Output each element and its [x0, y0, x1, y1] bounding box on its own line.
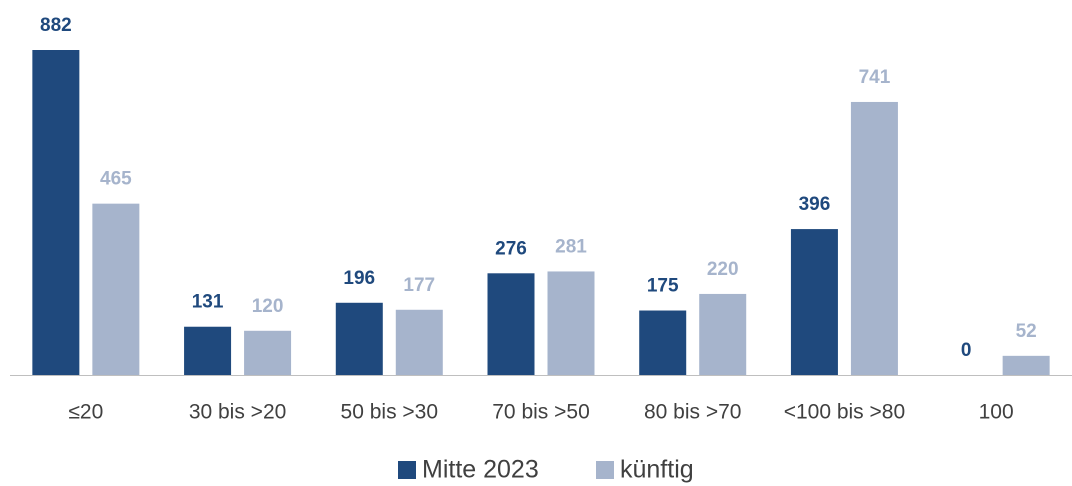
legend-swatch — [596, 461, 614, 479]
x-tick-label: 30 bis >20 — [189, 401, 287, 424]
x-tick-label: ≤20 — [68, 401, 103, 424]
bar — [790, 229, 838, 375]
bar — [244, 330, 292, 375]
data-label: 882 — [40, 15, 72, 36]
x-tick-label: 70 bis >50 — [492, 401, 590, 424]
legend-label: Mitte 2023 — [422, 456, 539, 484]
bar — [699, 293, 747, 375]
bar — [850, 101, 898, 375]
data-label: 0 — [961, 340, 972, 361]
data-label: 175 — [647, 276, 679, 297]
bar — [487, 273, 535, 375]
data-label: 276 — [495, 238, 527, 259]
x-tick-label: 100 — [979, 401, 1014, 424]
bar — [92, 203, 140, 375]
x-tick-label: <100 bis >80 — [784, 401, 905, 424]
data-label: 52 — [1016, 321, 1037, 342]
data-label: 741 — [859, 67, 891, 88]
bar — [32, 50, 80, 375]
data-label: 220 — [707, 259, 739, 280]
bar — [639, 310, 687, 375]
data-label: 281 — [555, 236, 587, 257]
bar — [547, 271, 595, 375]
data-label: 396 — [799, 194, 831, 215]
x-tick-label: 50 bis >30 — [341, 401, 439, 424]
legend-label: künftig — [620, 456, 694, 484]
data-label: 131 — [192, 292, 224, 313]
bar — [184, 326, 232, 375]
data-label: 120 — [252, 296, 284, 317]
data-label: 177 — [403, 275, 435, 296]
data-label: 196 — [343, 268, 375, 289]
bar — [1002, 355, 1050, 375]
x-tick-label: 80 bis >70 — [644, 401, 742, 424]
bar — [395, 309, 443, 375]
legend-swatch — [398, 461, 416, 479]
bar — [335, 302, 383, 375]
data-label: 465 — [100, 169, 132, 190]
